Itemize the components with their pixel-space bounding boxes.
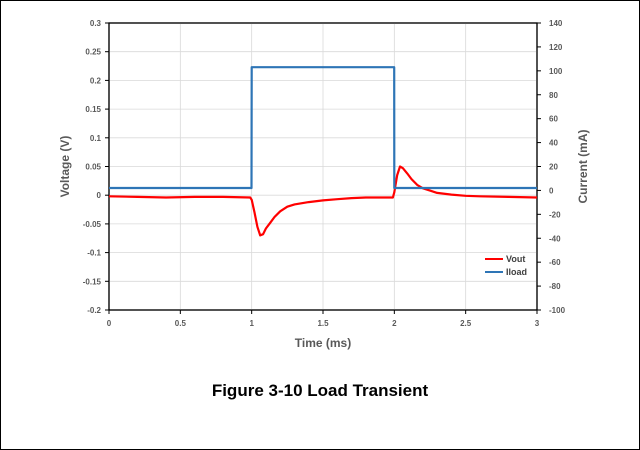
y-right-tick-label: 140 <box>549 19 563 28</box>
y-right-tick-label: 40 <box>549 139 558 148</box>
series-line-iload <box>109 66 537 190</box>
y-left-tick-label: -0.05 <box>83 220 102 229</box>
y-right-tick-label: -80 <box>549 282 561 291</box>
y-left-tick-label: 0 <box>97 191 102 200</box>
legend-label-vout: Vout <box>506 254 525 264</box>
y-left-tick-label: -0.1 <box>87 249 101 258</box>
y-left-tick-label: 0.25 <box>85 48 101 57</box>
load-transient-chart: 0 0.5 1 1.5 2 2.5 3 -0.2 -0.15 -0.1 -0.05 0 0.05 0.1 0… <box>58 19 590 350</box>
y-right-tick-label: 0 <box>549 186 554 195</box>
x-tick-label: 2 <box>392 319 397 328</box>
x-tick-label: 1 <box>249 319 254 328</box>
y-right-tick-label: 60 <box>549 115 558 124</box>
y-left-tick-label: 0.3 <box>90 19 102 28</box>
y-right-tick-label: -60 <box>549 258 561 267</box>
x-tick-label: 2.5 <box>460 319 472 328</box>
y-left-tick-label: -0.2 <box>87 306 101 315</box>
y-left-tick-label: 0.2 <box>90 76 102 85</box>
x-tick-label: 3 <box>535 319 540 328</box>
y-right-tick-label: -100 <box>549 306 566 315</box>
y-right-tick-label: -20 <box>549 210 561 219</box>
y-left-tick-label: 0.05 <box>85 163 101 172</box>
x-tick-label: 0 <box>107 319 112 328</box>
y-right-tick-label: 80 <box>549 91 558 100</box>
y-right-axis-title: Current (mA) <box>576 129 590 203</box>
y-right-tick-label: 120 <box>549 43 563 52</box>
y-right-tick-label: 100 <box>549 67 563 76</box>
y-left-axis-title: Voltage (V) <box>58 136 72 198</box>
y-left-tick-label: 0.15 <box>85 105 101 114</box>
x-tick-label: 0.5 <box>175 319 187 328</box>
x-axis-title: Time (ms) <box>295 336 351 350</box>
y-right-tick-label: 20 <box>549 163 558 172</box>
legend-label-iload: Iload <box>506 267 527 277</box>
y-right-tick-label: -40 <box>549 234 561 243</box>
series-line-vout <box>108 165 538 237</box>
figure-caption: Figure 3-10 Load Transient <box>211 381 429 400</box>
x-tick-label: 1.5 <box>317 319 329 328</box>
y-left-tick-label: -0.15 <box>83 277 102 286</box>
y-left-tick-label: 0.1 <box>90 134 102 143</box>
